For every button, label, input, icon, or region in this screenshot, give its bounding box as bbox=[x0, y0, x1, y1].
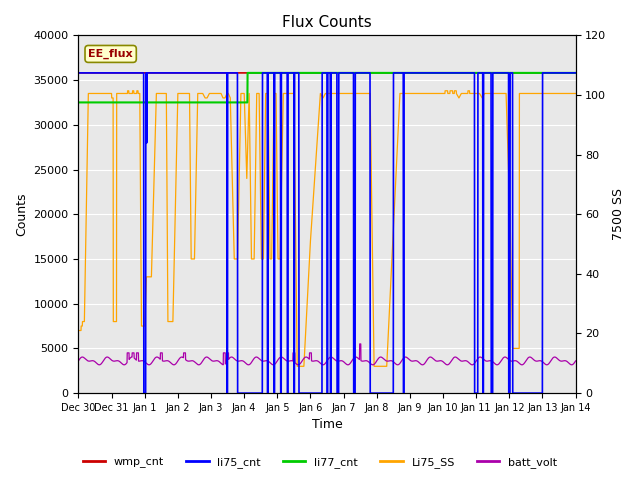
Legend: wmp_cnt, li75_cnt, li77_cnt, Li75_SS, batt_volt: wmp_cnt, li75_cnt, li77_cnt, Li75_SS, ba… bbox=[78, 452, 562, 472]
Text: EE_flux: EE_flux bbox=[88, 49, 133, 59]
Y-axis label: 7500 SS: 7500 SS bbox=[612, 188, 625, 240]
X-axis label: Time: Time bbox=[312, 419, 342, 432]
Title: Flux Counts: Flux Counts bbox=[282, 15, 372, 30]
Y-axis label: Counts: Counts bbox=[15, 192, 28, 236]
